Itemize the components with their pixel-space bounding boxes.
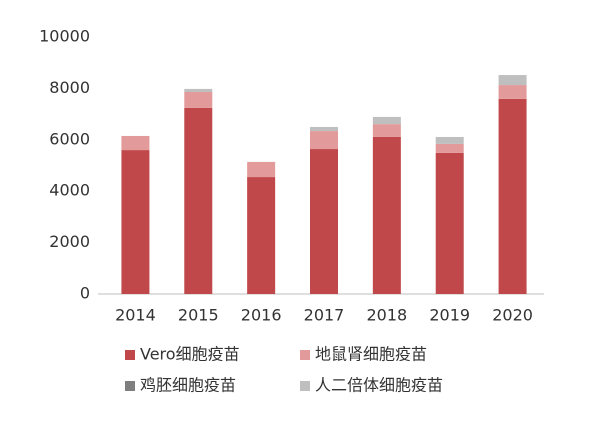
bar-segment (435, 143, 464, 153)
bar-segment (184, 88, 213, 92)
legend-swatch (300, 381, 310, 391)
bar-segment (498, 98, 527, 294)
bar-segment (310, 131, 338, 150)
bar-segment (121, 135, 150, 151)
legend-label: 地鼠肾细胞疫苗 (315, 345, 427, 364)
legend-swatch (125, 350, 135, 360)
legend-label: Vero细胞疫苗 (140, 345, 240, 364)
x-tick-label: 2018 (366, 306, 407, 325)
bar-segment (498, 75, 527, 86)
legend-swatch (300, 350, 310, 360)
bar-segment (247, 177, 276, 294)
y-tick-label: 4000 (49, 181, 90, 200)
bar-segment (435, 152, 464, 294)
x-tick-label: 2016 (241, 306, 282, 325)
x-tick-label: 2017 (304, 306, 345, 325)
y-tick-label: 8000 (49, 78, 90, 97)
bar-segment (372, 124, 401, 137)
legend-label: 人二倍体细胞疫苗 (315, 376, 443, 395)
x-tick-label: 2019 (429, 306, 470, 325)
y-tick-label: 10000 (39, 27, 90, 46)
bar-segment (184, 107, 213, 294)
bar-segment (372, 136, 401, 294)
y-tick-label: 0 (80, 284, 90, 303)
x-tick-label: 2020 (492, 306, 533, 325)
bar-segment (498, 85, 527, 99)
x-tick-label: 2015 (178, 306, 219, 325)
x-tick-label: 2014 (115, 306, 156, 325)
legend-swatch (125, 381, 135, 391)
bar-segment (184, 91, 213, 108)
bar-segment (310, 149, 338, 294)
bar-segment (435, 136, 464, 144)
bar-segment (372, 116, 401, 125)
bar-segment (247, 161, 276, 178)
y-tick-label: 6000 (49, 129, 90, 148)
bar-segment (121, 150, 150, 294)
legend-label: 鸡胚细胞疫苗 (140, 376, 236, 395)
bar-segment (310, 126, 338, 132)
y-tick-label: 2000 (49, 232, 90, 251)
